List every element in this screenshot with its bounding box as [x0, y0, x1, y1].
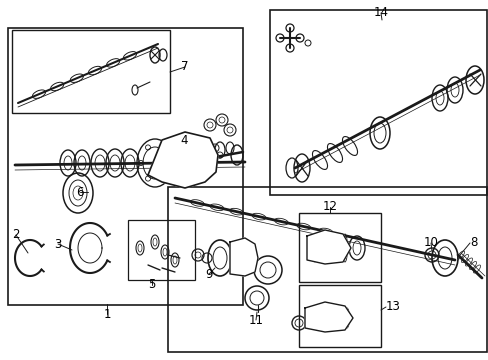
Text: 10: 10	[423, 237, 438, 249]
Polygon shape	[305, 302, 352, 332]
Text: 9: 9	[205, 267, 212, 280]
Bar	[168, 187, 486, 352]
Bar	[298, 213, 380, 282]
Text: 6: 6	[76, 185, 83, 198]
Bar	[298, 285, 380, 347]
Bar	[128, 220, 195, 280]
Text: 14: 14	[373, 6, 387, 19]
Bar	[168, 158, 178, 163]
Bar	[168, 148, 178, 158]
Text: 4: 4	[180, 135, 187, 148]
Text: 2: 2	[12, 229, 20, 242]
Polygon shape	[148, 132, 218, 188]
Polygon shape	[306, 230, 350, 264]
Text: 8: 8	[469, 237, 476, 249]
Bar	[8, 28, 243, 305]
Text: 13: 13	[385, 301, 400, 314]
Text: 11: 11	[248, 314, 263, 327]
Bar	[12, 30, 170, 113]
Text: 5: 5	[148, 279, 155, 292]
Text: 1: 1	[103, 307, 110, 320]
Polygon shape	[229, 238, 258, 276]
Text: 3: 3	[54, 238, 61, 251]
Bar	[269, 10, 486, 195]
Text: 7: 7	[181, 60, 188, 73]
Text: 12: 12	[322, 201, 337, 213]
